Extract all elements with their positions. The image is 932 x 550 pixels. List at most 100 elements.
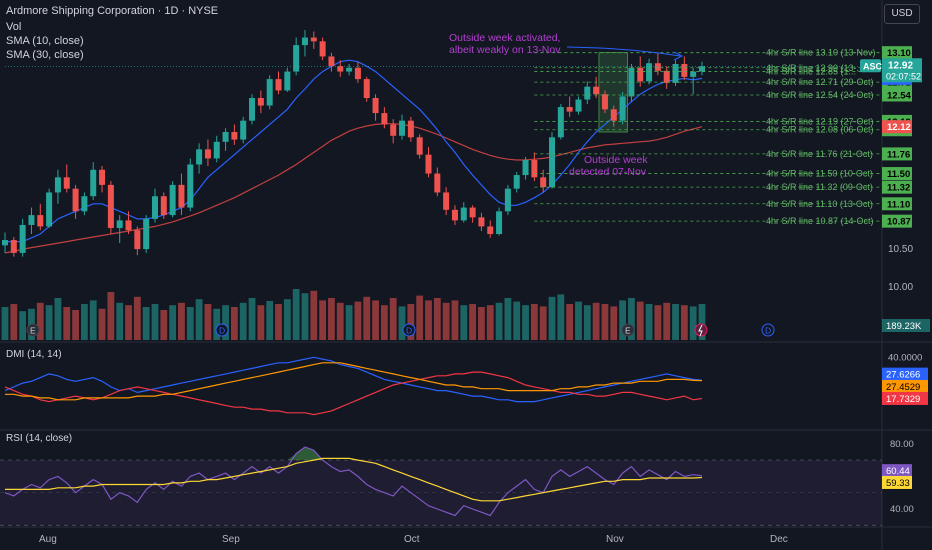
candle-body [487,226,494,234]
sr-badge-value: 11.10 [887,199,910,210]
volume-bar [230,307,238,340]
sr-line-label: 4hr S/R line 11.76 (21-Oct) [766,149,873,159]
sr-badge [882,46,912,60]
sr-badge-value: 10.87 [887,217,911,228]
volume-bar [63,307,71,340]
event-label: E [625,326,631,336]
volume-bar [389,298,397,340]
price-tick: 10.50 [888,244,913,255]
candle-body [293,45,300,72]
volume-bar [442,302,450,340]
dmi-value: 17.7329 [886,394,920,405]
volume-bar [698,304,706,340]
volume-bar [195,299,203,340]
candle-body [28,215,35,225]
volume-bar [619,300,626,340]
sr-badge-value: 12.54 [887,90,911,101]
candle-body [504,188,511,212]
price-tick: 10.00 [888,282,913,293]
volume-bar [495,302,503,340]
candle-body [584,86,591,100]
sma30-value: 12.12 [887,122,911,133]
candle-body [143,218,150,250]
volume-bar [407,304,415,340]
volume-bar [116,302,124,340]
symbol-label: ASC [863,61,883,71]
sr-line-label: 4hr S/R line 12.71 (29-Oct) [766,77,874,87]
candle-body [399,120,406,136]
candle-body [301,37,308,46]
candle-body [107,184,114,228]
annotation-text: albeit weakly on 13-Nov [449,44,561,56]
sr-line-label: 4hr S/R line 11.32 (09-Oct) [766,182,873,192]
candle-body [10,240,17,253]
dmi-minus-line [4,371,703,416]
candle-body [99,169,106,185]
sr-badge [882,214,912,228]
volume-bar [478,307,485,340]
volume-bar [328,298,335,340]
sr-line-label: 4hr S/R line 12.19 (27-Oct) [766,116,874,126]
volume-bar [513,301,521,340]
candle-body [443,192,450,210]
volume-bar [1,307,9,340]
volume-bar [592,302,600,340]
x-axis-tick: Oct [404,534,420,545]
candle-body [390,124,397,136]
candle-body [266,79,273,106]
volume-bar [151,304,159,340]
volume-bar [354,301,362,340]
annotation-arrowhead [673,51,684,61]
dividend-event-icon [761,323,775,337]
volume-bar [142,307,150,340]
candle-body [72,188,79,212]
sr-line-label: 4hr S/R line 12.08 (06-Oct) [766,125,874,135]
annotation-text: Outside week [584,154,648,166]
volume-bar [222,305,229,340]
sma30-line [4,123,703,254]
volume-last-value: 189.23K [886,321,922,332]
volume-bar [654,305,662,340]
rsi-tick: 40.00 [890,504,914,515]
rsi-tick: 80.00 [890,439,914,450]
candle-body [37,215,44,227]
sr-line-label: 4hr S/R line 12.54 (24-Oct) [766,90,874,100]
volume-bar [460,305,468,340]
volume-bar [601,304,609,340]
volume-bar [689,306,697,340]
candle-body [249,98,256,121]
sma30-label: SMA (30, close) [6,49,84,61]
candle-body [2,240,8,246]
sr-badge-value: 11.76 [887,149,910,160]
sr-badge-value: 11.50 [887,169,910,180]
volume-bar [433,298,441,340]
symbol-tag [860,59,881,73]
volume-bar [566,304,574,340]
sr-line-label: 4hr S/R line 11.50 (10-Oct) [766,169,873,179]
volume-bar [310,290,318,340]
sr-line-label: 4hr S/R line 12.90 (13-... [766,63,864,73]
sr-line-label: 4hr S/R line 11.10 (13-Oct) [766,199,873,209]
currency-button[interactable]: USD [884,4,920,24]
volume-bar [275,304,282,340]
volume-bar [398,306,406,340]
candle-body [328,56,335,67]
earnings-event-icon [621,323,635,337]
event-label: D [765,326,771,336]
candle-body [134,230,141,250]
rsi-title: RSI (14, close) [6,433,72,444]
candle-body [187,164,194,208]
candle-body [460,207,467,221]
dmi-value-badge [882,379,928,393]
volume-bar [610,306,618,340]
candle-body [646,63,653,82]
volume-bar [125,305,132,340]
sr-line-label: 4hr S/R line 13.10 (13-Nov) [766,48,876,58]
candle-body [478,217,485,227]
volume-bar [557,294,565,340]
earnings-event-icon [26,323,40,337]
volume-bar [530,304,538,340]
volume-bar [204,304,212,340]
candle-body [169,184,176,216]
